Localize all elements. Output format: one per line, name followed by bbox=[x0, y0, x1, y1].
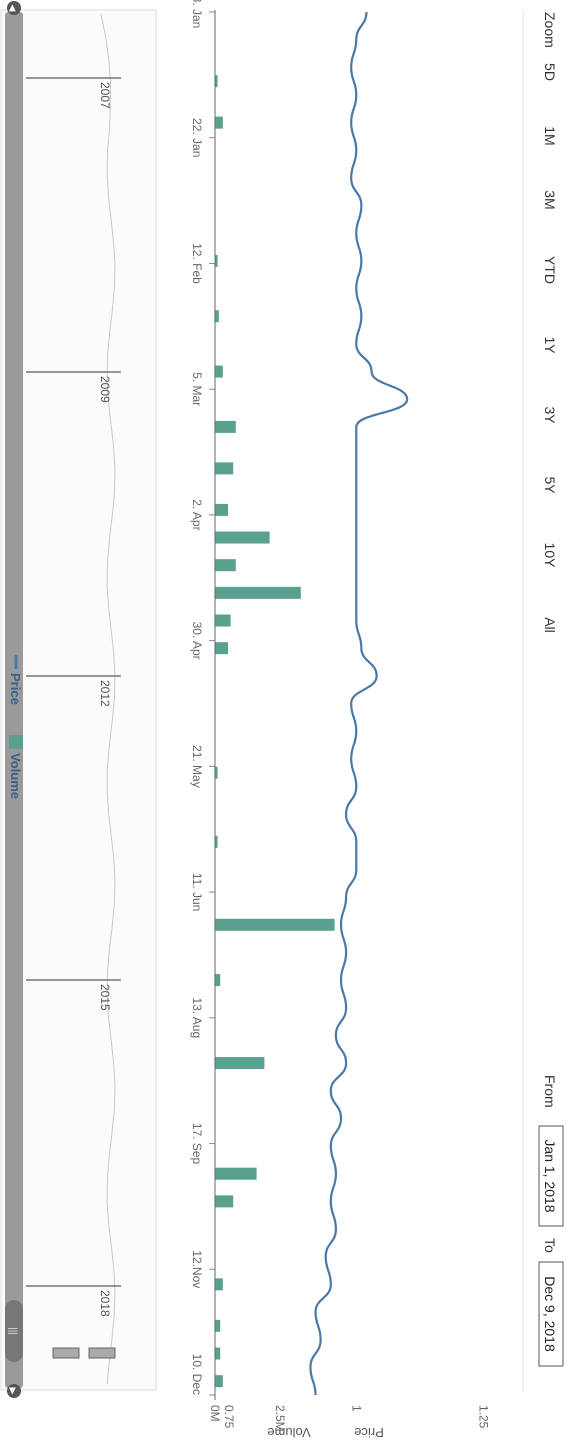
x-tick-label: 17. Sep bbox=[190, 1123, 204, 1165]
volume-bar[interactable] bbox=[215, 918, 335, 931]
x-tick-label: 5. Mar bbox=[190, 372, 204, 406]
volume-series-group bbox=[214, 75, 335, 1388]
volume-bar[interactable] bbox=[214, 310, 219, 323]
x-axis-ticks: 8. Jan 22. Jan 12. Feb 5. Mar 2. Apr 30. Apr 2… bbox=[190, 0, 215, 1396]
volume-bar[interactable] bbox=[215, 974, 221, 987]
zoom-button-5y[interactable]: 5Y bbox=[542, 476, 558, 494]
legend-item-volume[interactable]: Volume bbox=[8, 753, 23, 799]
zoom-buttons: 5D 1M 3M YTD 1Y 3Y 5Y 10Y All bbox=[542, 63, 558, 633]
volume-bar[interactable] bbox=[215, 614, 231, 627]
x-tick-label: 12.Nov bbox=[190, 1250, 204, 1288]
navigator-year-label: 2007 bbox=[98, 82, 112, 109]
volume-bar[interactable] bbox=[215, 75, 218, 88]
zoom-button-3y[interactable]: 3Y bbox=[542, 406, 558, 424]
x-tick-label: 30. Apr bbox=[190, 622, 204, 660]
volume-tick-label: 0M bbox=[208, 1405, 222, 1422]
volume-bar[interactable] bbox=[215, 835, 218, 848]
volume-bar[interactable] bbox=[215, 1319, 221, 1332]
volume-tick-label: 2.5M bbox=[273, 1405, 287, 1432]
navigator-year-label: 2012 bbox=[98, 680, 112, 707]
navigator-year-label: 2018 bbox=[98, 1290, 112, 1317]
volume-bar[interactable] bbox=[215, 254, 218, 267]
to-date-input[interactable] bbox=[538, 1261, 564, 1367]
zoom-button-all[interactable]: All bbox=[542, 617, 558, 633]
navigator-background bbox=[0, 9, 157, 1391]
to-label: To bbox=[542, 1238, 558, 1253]
volume-bar[interactable] bbox=[214, 1057, 265, 1070]
volume-bar[interactable] bbox=[215, 642, 228, 655]
from-date-input[interactable] bbox=[538, 1125, 564, 1227]
navigator-series-line bbox=[100, 13, 116, 1385]
legend: Price Volume bbox=[8, 655, 23, 799]
volume-bar[interactable] bbox=[215, 503, 228, 516]
toolbar: Zoom 5D 1M 3M YTD 1Y 3Y 5Y 10Y All From Jan 1, 2… bbox=[538, 12, 564, 1367]
navigator-year-labels: 2007 2009 2012 2015 2018 bbox=[26, 77, 121, 1317]
plot-area: 8. Jan 22. Jan 12. Feb 5. Mar 2. Apr 30. Apr 2… bbox=[190, 0, 524, 1440]
price-tick-label: 1 bbox=[349, 1405, 363, 1412]
price-axis: 0.75 1 1.25 Price bbox=[222, 1405, 491, 1440]
x-tick-label: 2. Apr bbox=[190, 499, 204, 530]
navigator-handle-right[interactable] bbox=[52, 1347, 80, 1359]
scroll-left-icon[interactable] bbox=[7, 1, 21, 15]
volume-bar[interactable] bbox=[214, 116, 223, 129]
volume-bar[interactable] bbox=[214, 365, 223, 378]
x-tick-label: 8. Jan bbox=[190, 0, 204, 28]
x-tick-label: 10. Dec bbox=[190, 1354, 204, 1395]
x-tick-label: 12. Feb bbox=[190, 243, 204, 284]
volume-bar[interactable] bbox=[215, 766, 218, 779]
navigator-scroll-track[interactable] bbox=[5, 12, 23, 1388]
price-series-group bbox=[309, 11, 409, 1396]
price-axis-title: Price bbox=[354, 1425, 384, 1440]
volume-bar[interactable] bbox=[214, 586, 301, 599]
volume-bar[interactable] bbox=[215, 1167, 257, 1180]
legend-item-price[interactable]: Price bbox=[8, 673, 23, 705]
volume-bar[interactable] bbox=[214, 559, 236, 572]
to-date-value: Dec 9, 2018 bbox=[542, 1276, 558, 1352]
arrow-right-icon: ▶ bbox=[8, 1388, 18, 1395]
price-line bbox=[309, 11, 409, 1396]
x-tick-label: 13. Aug bbox=[190, 997, 204, 1038]
zoom-button-5d[interactable]: 5D bbox=[542, 63, 558, 81]
navigator-scroll-thumb[interactable] bbox=[5, 1300, 23, 1362]
zoom-button-1m[interactable]: 1M bbox=[542, 126, 558, 145]
volume-bar[interactable] bbox=[215, 531, 270, 544]
zoom-button-3m[interactable]: 3M bbox=[542, 190, 558, 209]
navigator: 2007 2009 2012 2015 2018 ||| ◀ ▶ bbox=[0, 1, 157, 1398]
x-tick-label: 21. May bbox=[190, 745, 204, 788]
scroll-right-icon[interactable] bbox=[7, 1384, 21, 1398]
zoom-button-ytd[interactable]: YTD bbox=[542, 256, 558, 284]
x-tick-label: 22. Jan bbox=[190, 118, 204, 157]
arrow-left-icon: ◀ bbox=[8, 5, 18, 12]
price-tick-label: 1.25 bbox=[477, 1405, 491, 1429]
x-tick-label: 11. Jun bbox=[190, 873, 204, 911]
volume-axis-title: Volume bbox=[267, 1425, 310, 1440]
navigator-year-label: 2009 bbox=[98, 376, 112, 403]
volume-bar[interactable] bbox=[215, 1347, 221, 1360]
zoom-label: Zoom bbox=[542, 12, 558, 48]
volume-bar[interactable] bbox=[214, 420, 236, 433]
navigator-handle-left[interactable] bbox=[88, 1347, 116, 1359]
from-label: From bbox=[542, 1075, 558, 1108]
volume-bar[interactable] bbox=[214, 1278, 223, 1291]
legend-volume-swatch bbox=[9, 735, 23, 749]
volume-bar[interactable] bbox=[215, 1195, 234, 1208]
volume-bar[interactable] bbox=[214, 1375, 223, 1388]
volume-bar[interactable] bbox=[215, 462, 234, 475]
zoom-button-10y[interactable]: 10Y bbox=[542, 543, 558, 569]
navigator-year-label: 2015 bbox=[98, 984, 112, 1011]
zoom-button-1y[interactable]: 1Y bbox=[542, 336, 558, 354]
grip-icon: ||| bbox=[7, 1327, 18, 1335]
from-date-value: Jan 1, 2018 bbox=[542, 1139, 558, 1212]
price-tick-label: 0.75 bbox=[222, 1405, 236, 1429]
